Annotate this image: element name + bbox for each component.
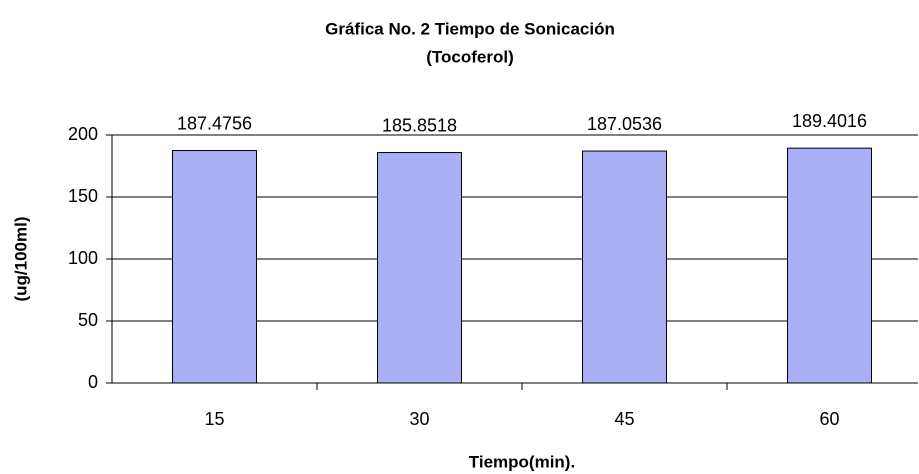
y-tick-label: 200 [68,124,98,144]
x-axis-label: Tiempo(min). [469,452,575,471]
y-axis-label: (ug/100ml) [11,216,30,301]
x-tick-label: 15 [204,409,224,429]
data-label: 185.8518 [382,115,457,135]
bar [582,150,667,384]
bar [787,147,872,384]
data-label: 187.4756 [177,113,252,133]
chart-title: Gráfica No. 2 Tiempo de Sonicación [325,19,615,38]
chart-subtitle: (Tocoferol) [426,47,514,66]
y-tick-label: 50 [78,310,98,330]
bar [377,152,462,384]
x-tick-label: 60 [819,409,839,429]
y-tick-label: 0 [88,372,98,392]
x-tick-label: 30 [409,409,429,429]
y-tick-label: 150 [68,186,98,206]
bar [172,150,257,384]
data-label: 187.0536 [587,114,662,134]
data-label: 189.4016 [792,111,867,131]
x-tick-label: 45 [614,409,634,429]
y-tick-label: 100 [68,248,98,268]
